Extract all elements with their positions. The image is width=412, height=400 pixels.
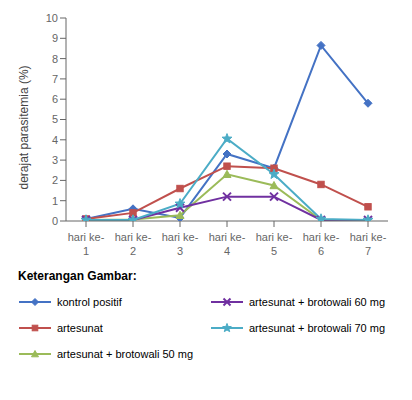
svg-text:hari ke-7: hari ke-7 xyxy=(350,231,387,257)
svg-text:hari ke-1: hari ke-1 xyxy=(68,231,105,257)
html-text:artesunat + brotowali 70 mg: artesunat + brotowali 70 mg xyxy=(249,322,386,334)
html-text:artesunat: artesunat xyxy=(57,322,103,334)
svg-text:2: 2 xyxy=(52,174,58,186)
svg-text:9: 9 xyxy=(52,32,58,44)
html-text:kontrol positif: kontrol positif xyxy=(57,296,122,308)
svg-text:0: 0 xyxy=(52,215,58,227)
svg-text:6: 6 xyxy=(52,93,58,105)
html-text:artesunat + brotowali 50 mg: artesunat + brotowali 50 mg xyxy=(57,348,194,360)
svg-text:3: 3 xyxy=(52,154,58,166)
html-text:Keterangan Gambar:: Keterangan Gambar: xyxy=(18,269,137,283)
svg-text:hari ke-4: hari ke-4 xyxy=(209,231,246,257)
svg-text:derajat parasitemia (%): derajat parasitemia (%) xyxy=(17,65,31,189)
svg-text:hari ke-5: hari ke-5 xyxy=(256,231,293,257)
svg-text:hari ke-6: hari ke-6 xyxy=(303,231,340,257)
svg-text:hari ke-2: hari ke-2 xyxy=(115,231,152,257)
svg-text:7: 7 xyxy=(52,73,58,85)
svg-text:1: 1 xyxy=(52,195,58,207)
svg-text:8: 8 xyxy=(52,53,58,65)
svg-text:hari ke-3: hari ke-3 xyxy=(162,231,199,257)
svg-text:5: 5 xyxy=(52,113,58,125)
html-text:artesunat + brotowali 60 mg: artesunat + brotowali 60 mg xyxy=(249,296,386,308)
svg-text:4: 4 xyxy=(52,134,58,146)
svg-text:10: 10 xyxy=(46,12,58,24)
